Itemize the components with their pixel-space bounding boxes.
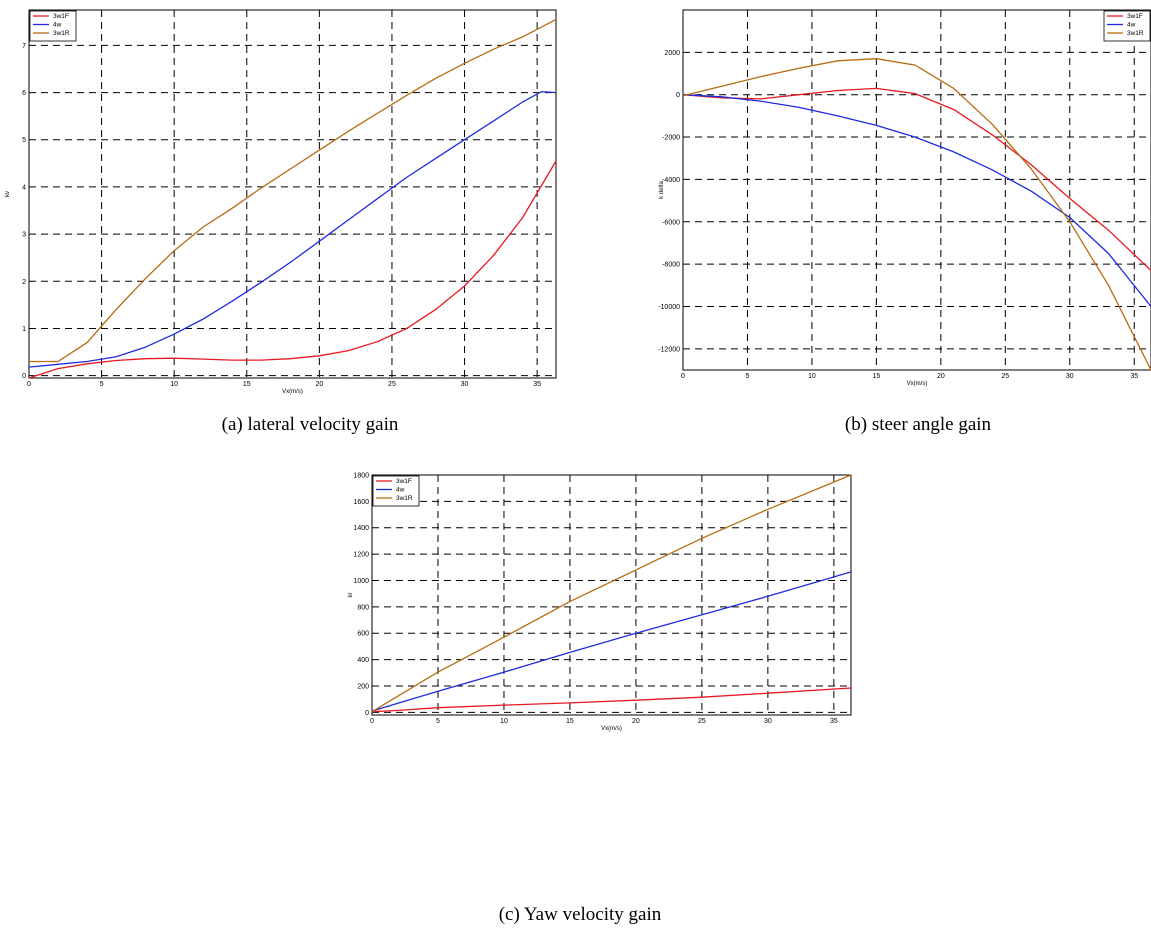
x-tick-label: 15	[872, 373, 880, 380]
x-tick-label: 20	[937, 373, 945, 380]
y-tick-label: -8000	[662, 262, 680, 269]
series-line-3w1R	[682, 58, 1151, 371]
legend-label: 3w1R	[53, 30, 70, 37]
x-tick-label: 35	[533, 381, 541, 388]
plot-frame	[28, 9, 557, 379]
y-tick-label: -2000	[662, 135, 680, 142]
legend-label: 4w	[53, 22, 62, 29]
y-tick-label: 2	[22, 279, 26, 286]
x-tick-label: 5	[100, 381, 104, 388]
figure-caption: (a) lateral velocity gain	[222, 414, 399, 435]
series-line-3w1R	[29, 18, 557, 363]
series-line-4w	[371, 571, 852, 712]
x-axis-label: Vx(m/s)	[282, 389, 303, 395]
series-line-4w	[28, 90, 557, 368]
series-line-4w	[682, 94, 1151, 307]
y-axis-label: kv	[5, 191, 11, 197]
x-tick-label: 10	[808, 373, 816, 380]
y-tick-label: 4	[22, 184, 26, 191]
x-axis-label: Vx(m/s)	[601, 726, 622, 732]
x-tick-label: 15	[243, 381, 251, 388]
x-tick-label: 30	[764, 718, 772, 725]
x-tick-label: 25	[388, 381, 396, 388]
y-tick-label: 7	[22, 43, 26, 50]
plot-frame	[371, 474, 852, 716]
x-tick-label: 10	[170, 381, 178, 388]
plot-frame	[682, 9, 1151, 371]
y-tick-label: 1600	[353, 499, 369, 506]
x-tick-label: 5	[436, 718, 440, 725]
y-tick-label: 200	[357, 683, 369, 690]
legend-label: 3w1F	[1127, 13, 1143, 20]
y-axis-label: kr	[348, 593, 354, 598]
series-line-3w1F	[682, 87, 1151, 271]
x-tick-label: 30	[461, 381, 469, 388]
x-tick-label: 5	[746, 373, 750, 380]
chart-lateral-velocity-gain: 0 5 10 15 20 25 30 35 0 1 2 3 4 5 6 7 Vx(m/s) kv 3w1F 4w3w1…	[5, 9, 557, 435]
x-tick-label: 30	[1066, 373, 1074, 380]
y-tick-label: 5	[22, 137, 26, 144]
legend-label: 3w1F	[396, 478, 412, 485]
x-tick-label: 25	[698, 718, 706, 725]
x-tick-label: 20	[632, 718, 640, 725]
y-tick-label: 800	[357, 604, 369, 611]
x-tick-label: 15	[566, 718, 574, 725]
y-tick-label: 1400	[353, 525, 369, 532]
chart-yaw-velocity-gain: 0 5 10 15 20 25 30 35 0 200 400 600 800 1000 1200 1400 1…	[348, 473, 852, 925]
legend-label: 3w1R	[1127, 30, 1144, 37]
legend-label: 4w	[1127, 22, 1136, 29]
figure-caption: (b) steer angle gain	[845, 414, 992, 435]
y-tick-label: -4000	[662, 177, 680, 184]
x-tick-label: 10	[500, 718, 508, 725]
y-tick-label: 1800	[353, 473, 369, 480]
y-tick-label: 0	[365, 710, 369, 717]
series-line-3w1F	[28, 160, 557, 379]
legend-label: 4w	[396, 487, 405, 494]
x-tick-label: 0	[370, 718, 374, 725]
y-tick-label: 1200	[353, 552, 369, 559]
y-tick-label: 400	[357, 657, 369, 664]
y-tick-label: 1	[22, 326, 26, 333]
series-line-3w1F	[371, 687, 852, 713]
x-tick-label: 0	[681, 373, 685, 380]
legend-label: 3w1F	[53, 13, 69, 20]
y-tick-label: 6	[22, 90, 26, 97]
x-tick-label: 0	[27, 381, 31, 388]
y-tick-label: -6000	[662, 219, 680, 226]
y-tick-label: 3	[22, 232, 26, 239]
x-tick-label: 25	[1001, 373, 1009, 380]
x-tick-label: 20	[315, 381, 323, 388]
legend-label: 3w1R	[396, 495, 413, 502]
x-axis-label: Vx(m/s)	[907, 381, 928, 387]
chart-steer-angle-gain: 0 5 10 15 20 25 30 35 2000 0 -2000 -4000 -6000 -8000 -…	[658, 9, 1151, 435]
y-tick-label: 2000	[664, 50, 680, 57]
y-tick-label: 600	[357, 631, 369, 638]
series-line-3w1R	[371, 474, 852, 713]
x-tick-label: 35	[1130, 373, 1138, 380]
figure-caption: (c) Yaw velocity gain	[499, 904, 662, 925]
y-tick-label: -10000	[658, 304, 680, 311]
y-tick-label: -12000	[658, 346, 680, 353]
y-tick-label: 1000	[353, 578, 369, 585]
y-tick-label: 0	[676, 92, 680, 99]
y-axis-label: k delta	[659, 181, 665, 199]
y-tick-label: 0	[22, 373, 26, 380]
x-tick-label: 35	[830, 718, 838, 725]
